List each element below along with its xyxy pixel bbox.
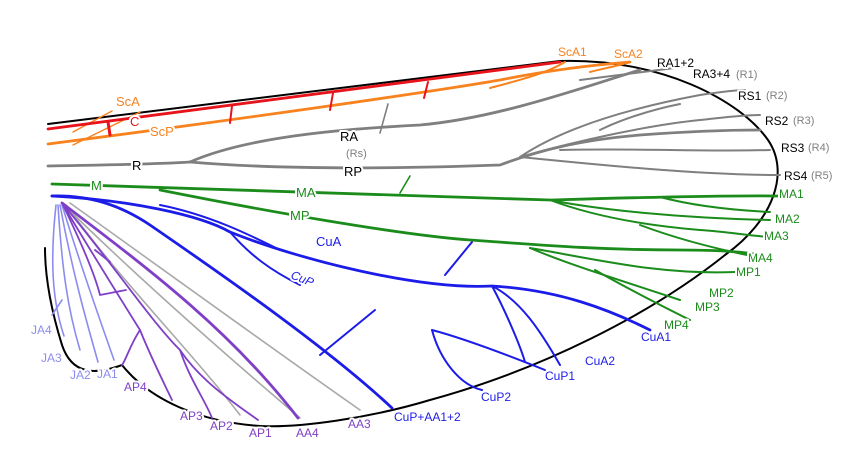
label-rs3: RS3	[781, 141, 805, 155]
label-mp4: MP4	[664, 318, 689, 332]
label-mp2: MP2	[709, 286, 734, 300]
label-rs4-alt: (R5)	[811, 170, 832, 182]
costa-veins	[46, 60, 562, 137]
label-rp: RP	[344, 164, 362, 179]
label-mp1: MP1	[736, 265, 761, 279]
label-ma4: MA4	[748, 251, 773, 265]
label-ja1: JA1	[97, 367, 118, 381]
label-ra34-alt: (R1)	[736, 69, 757, 81]
label-rs1-alt: (R2)	[766, 90, 787, 102]
label-rs1: RS1	[738, 89, 762, 103]
label-cup: CuP	[289, 268, 316, 290]
label-cup1: CuP1	[545, 369, 575, 383]
label-aa3: AA3	[348, 417, 371, 431]
label-cup-aa12: CuP+AA1+2	[394, 410, 461, 424]
media-veins	[50, 175, 782, 321]
label-ma3: MA3	[764, 229, 789, 243]
wing-outline	[44, 59, 779, 428]
label-mp3: MP3	[695, 300, 720, 314]
label-ma1: MA1	[779, 187, 804, 201]
label-sca: ScA	[116, 94, 140, 109]
label-aa4: AA4	[296, 426, 319, 440]
label-sca2: ScA2	[614, 47, 643, 61]
label-ra: RA	[340, 129, 358, 144]
radius-veins	[46, 65, 781, 176]
label-rs2: RS2	[765, 114, 789, 128]
label-mp: MP	[290, 208, 310, 223]
jugal-veins	[51, 204, 115, 363]
label-scp: ScP	[150, 124, 174, 139]
label-cua2: CuA2	[585, 354, 615, 368]
label-ap3: AP3	[180, 409, 203, 423]
label-ap2: AP2	[210, 419, 233, 433]
label-ra34: RA3+4	[693, 67, 730, 81]
cubitus-veins	[50, 194, 652, 410]
label-c: C	[130, 114, 139, 129]
label-r: R	[132, 158, 141, 173]
label-sca1: ScA1	[558, 45, 587, 59]
label-rs3-alt: (R4)	[808, 142, 829, 154]
label-ja2: JA2	[70, 368, 91, 382]
vein-labels: ScA C ScP R RA (Rs) RP M MA MP CuA CuP S…	[29, 43, 834, 442]
label-ma: MA	[296, 185, 316, 200]
subcosta-veins	[46, 60, 632, 146]
anal-posterior-veins	[60, 201, 300, 421]
label-ra12: RA1+2	[657, 56, 694, 70]
label-rs-paren: (Rs)	[346, 148, 367, 160]
label-m: M	[91, 178, 102, 193]
label-cup2: CuP2	[481, 390, 511, 404]
label-cua: CuA	[316, 234, 342, 249]
label-ap4: AP4	[124, 380, 147, 394]
label-cua1: CuA1	[641, 330, 671, 344]
label-ma2: MA2	[775, 212, 800, 226]
label-ja4: JA4	[31, 323, 52, 337]
label-rs4: RS4	[784, 169, 808, 183]
label-ap1: AP1	[249, 426, 272, 440]
label-rs2-alt: (R3)	[793, 115, 814, 127]
label-ja3: JA3	[41, 351, 62, 365]
